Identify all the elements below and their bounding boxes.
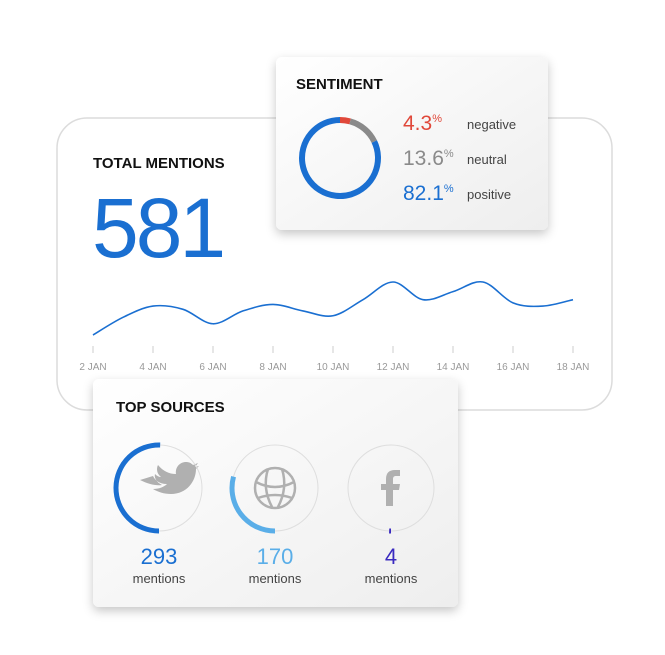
card-title: TOTAL MENTIONS [93,155,225,172]
x-tick-label: 12 JAN [377,362,410,373]
unit: % [444,148,454,160]
facebook-icon [381,470,400,506]
sentiment-arc [349,118,377,144]
source-value: 4 [385,544,397,569]
source-value: 293 [141,544,178,569]
sentiment-card: SENTIMENT 4.3% negative 13.6% neutral 82.1% p… [276,57,548,230]
source-arc [229,475,276,534]
x-tick-label: 18 JAN [557,362,590,373]
sources-card: TOP SOURCES 293 mentions 170 mentions 4 menti… [93,379,458,607]
mentions-line [92,280,574,336]
x-tick-label: 2 JAN [79,362,106,373]
card-title: SENTIMENT [296,76,383,93]
source-value: 170 [257,544,294,569]
x-tick-label: 6 JAN [199,362,226,373]
source-label: mentions [133,571,186,586]
x-tick-label: 16 JAN [497,362,530,373]
value: 13.6 [403,147,444,170]
twitter-icon [140,462,199,494]
sentiment-arc [339,117,351,125]
card-frame [276,57,548,230]
total-value: 581 [92,181,223,275]
sentiment-label: positive [467,187,511,202]
source-arc [113,442,161,534]
sentiment-label: neutral [467,152,507,167]
value: 82.1 [403,182,444,205]
sentiment-arc [299,117,381,199]
x-tick-label: 14 JAN [437,362,470,373]
sentiment-label: negative [467,117,516,132]
sentiment-value: 4.3% [403,112,442,135]
card-frame [93,379,458,607]
source-label: mentions [365,571,418,586]
globe-icon [253,466,297,510]
card-title: TOP SOURCES [116,399,225,416]
sentiment-value: 82.1% [403,182,454,205]
x-tick-label: 4 JAN [139,362,166,373]
unit: % [432,113,442,125]
sentiment-value: 13.6% [403,147,454,170]
x-tick-label: 8 JAN [259,362,286,373]
unit: % [444,183,454,195]
value: 4.3 [403,112,432,135]
source-label: mentions [249,571,302,586]
x-tick-label: 10 JAN [317,362,350,373]
